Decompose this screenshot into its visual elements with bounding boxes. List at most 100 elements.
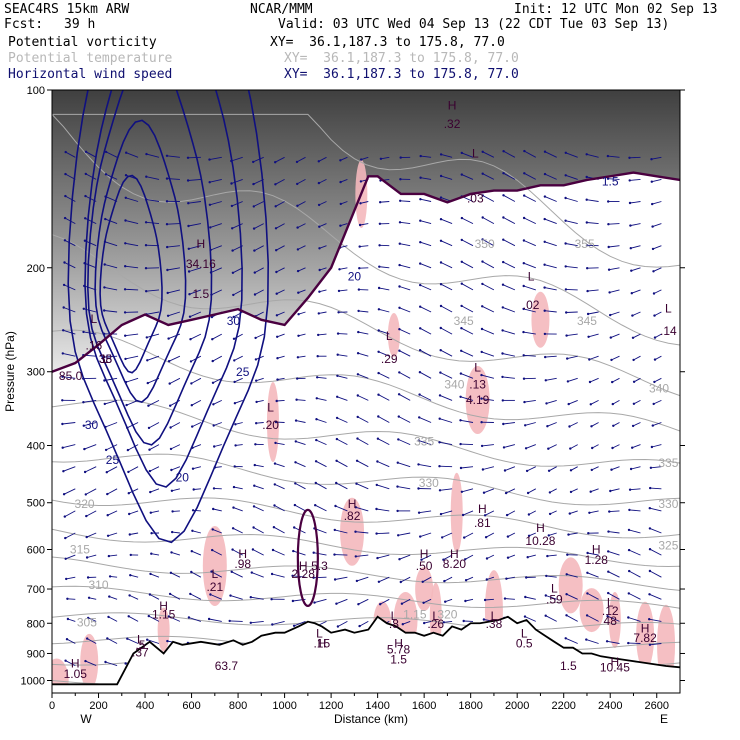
wind-vector [358, 598, 369, 605]
wind-vector-head [209, 593, 212, 596]
wind-vector-head [232, 293, 235, 297]
wind-vector-head [418, 416, 421, 419]
wind-vector [193, 509, 201, 512]
wind-vector-head [607, 550, 610, 553]
wind-vector [65, 554, 76, 560]
wind-vector-head [129, 574, 132, 577]
pv-label: .38 [486, 617, 503, 631]
wind-vector-head [628, 508, 631, 512]
wind-vector [419, 416, 432, 423]
wind-vector-head [609, 313, 612, 317]
wind-vector [85, 151, 97, 158]
wind-vector-head [481, 305, 484, 308]
x-tick-label: 1800 [458, 700, 482, 712]
wind-vector [649, 618, 662, 622]
wind-vector-head [606, 615, 609, 618]
wind-vector [104, 377, 118, 381]
wind-vector-head [439, 153, 443, 156]
wind-vector-head [253, 249, 256, 252]
wind-vector [170, 572, 181, 578]
wind-vector-head [463, 536, 466, 539]
wind-vector-head [481, 194, 484, 197]
wind-vector-head [502, 446, 506, 449]
wind-vector-head [358, 245, 361, 248]
wind-vector-head [128, 594, 131, 597]
wind-vector [338, 289, 348, 292]
wind-vector-head [148, 593, 152, 596]
wind-vector [255, 333, 264, 339]
wind-vector [297, 355, 306, 358]
wind-vector-head [124, 219, 127, 222]
wind-vector-head [568, 512, 571, 515]
wind-vector-head [150, 532, 153, 535]
wind-vector-head [482, 618, 486, 621]
wind-vector-head [170, 468, 173, 472]
theta-label: 345 [577, 314, 597, 328]
wind-speed-contour [84, 90, 243, 488]
wind-vector [376, 484, 390, 490]
wind-vector [528, 510, 537, 515]
wind-vector [401, 598, 411, 605]
wind-vector-head [314, 481, 317, 485]
wind-vector-head [64, 172, 67, 176]
wind-vector-head [505, 577, 508, 580]
y-axis-title: Pressure (hPa) [3, 331, 17, 412]
wind-vector [63, 466, 76, 472]
wind-vector-head [82, 401, 85, 404]
wind-vector [233, 486, 243, 490]
pv-label: 8.20 [443, 557, 467, 571]
wind-vector [378, 330, 390, 335]
wind-vector-head [358, 223, 362, 227]
wind-vector-head [609, 489, 612, 493]
wind-vector [483, 488, 495, 494]
wind-vector [318, 156, 327, 162]
wind-vector [565, 174, 578, 180]
wind-vector-head [84, 217, 87, 220]
wind-vector-head [315, 397, 318, 400]
wind-vector-head [417, 463, 420, 466]
wind-vector [188, 245, 202, 250]
wind-vector [547, 554, 557, 557]
wind-vector [611, 355, 620, 361]
wind-vector [418, 440, 432, 446]
x-tick-label: 0 [49, 700, 55, 712]
pv-label: 48 [604, 614, 618, 628]
wind-vector [171, 488, 181, 492]
wind-vector-head [296, 248, 300, 251]
wind-vector [231, 571, 243, 578]
wind-vector-head [439, 218, 443, 221]
wind-vector [293, 620, 306, 627]
wind-vector [358, 310, 369, 313]
wind-vector [482, 151, 495, 158]
wind-vector [631, 289, 641, 294]
wind-vector [214, 444, 222, 447]
wind-vector-head [255, 379, 258, 382]
wind-vector [587, 552, 599, 556]
wind-vector-head [170, 489, 174, 492]
wind-vector [482, 305, 495, 313]
wind-vector [191, 550, 202, 556]
wind-vector [232, 245, 243, 252]
wind-vector-head [145, 336, 148, 339]
wind-vector [420, 220, 432, 225]
wind-vector [105, 661, 118, 667]
wind-vector [420, 306, 432, 313]
wind-vector [357, 373, 369, 379]
wind-vector [275, 245, 285, 251]
pv-label: H [197, 237, 206, 251]
wind-vector [254, 485, 264, 490]
wind-vector-head [339, 224, 342, 227]
wind-vector-head [212, 507, 215, 511]
wind-vector [589, 355, 599, 360]
wind-vector [128, 488, 139, 494]
wind-vector [360, 201, 369, 204]
wind-vector [486, 554, 495, 559]
wind-vector-head [565, 614, 568, 617]
wind-vector [213, 508, 222, 512]
wind-vector-head [460, 260, 463, 263]
wind-vector-head [648, 507, 651, 510]
wind-vector [148, 615, 160, 622]
wind-vector-head [356, 373, 360, 376]
wind-vector [482, 466, 495, 470]
wind-vector [64, 239, 76, 247]
